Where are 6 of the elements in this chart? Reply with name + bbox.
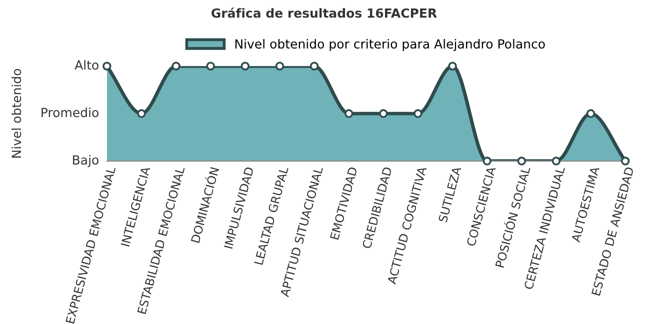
chart-title: Gráfica de resultados 16FACPER [212, 8, 437, 18]
text: Alto [74, 60, 98, 70]
text: Promedio [42, 108, 98, 118]
legend-label: Nivel obtenido por criterio para Alejandro Polanco [235, 38, 545, 52]
text: Bajo [73, 154, 98, 168]
y-axis-title: Nivel obtenido [11, 68, 22, 158]
